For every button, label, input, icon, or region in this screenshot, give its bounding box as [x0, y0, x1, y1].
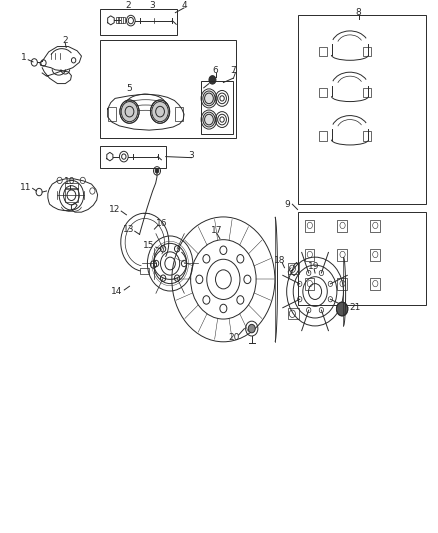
- Bar: [304, 278, 314, 290]
- Text: 12: 12: [110, 205, 121, 214]
- Bar: [297, 15, 426, 204]
- Bar: [175, 107, 183, 120]
- Bar: [100, 10, 177, 35]
- Text: 15: 15: [143, 241, 155, 250]
- Text: 10: 10: [64, 177, 75, 187]
- Bar: [100, 40, 236, 138]
- Text: 13: 13: [123, 225, 134, 234]
- Text: 7: 7: [230, 71, 236, 80]
- Bar: [363, 88, 371, 98]
- Text: 19: 19: [308, 262, 320, 271]
- Text: 14: 14: [111, 287, 122, 296]
- Circle shape: [248, 325, 255, 333]
- Circle shape: [336, 302, 348, 316]
- Circle shape: [152, 102, 168, 122]
- Bar: [201, 81, 233, 134]
- Bar: [370, 249, 380, 261]
- Bar: [363, 46, 371, 56]
- Text: 9: 9: [285, 200, 290, 209]
- Bar: [319, 131, 327, 141]
- Text: 11: 11: [20, 183, 32, 192]
- Text: 7: 7: [230, 67, 236, 75]
- Bar: [337, 249, 347, 261]
- Bar: [288, 263, 299, 274]
- Bar: [363, 131, 371, 141]
- Text: 3: 3: [149, 1, 155, 10]
- Circle shape: [121, 102, 138, 122]
- Circle shape: [155, 169, 159, 173]
- Bar: [100, 146, 166, 168]
- Text: 17: 17: [211, 226, 223, 235]
- Bar: [117, 18, 125, 23]
- Text: 1: 1: [21, 53, 26, 62]
- Text: 21: 21: [350, 303, 361, 312]
- Bar: [141, 268, 149, 274]
- Text: 3: 3: [189, 151, 194, 160]
- Text: 6: 6: [212, 67, 219, 75]
- Text: 16: 16: [155, 219, 167, 228]
- Bar: [65, 188, 78, 201]
- Bar: [297, 212, 426, 305]
- Bar: [288, 309, 299, 319]
- Bar: [370, 220, 380, 232]
- Text: 2: 2: [63, 36, 68, 45]
- Text: 8: 8: [356, 7, 362, 17]
- Text: 2: 2: [125, 1, 131, 10]
- Bar: [65, 183, 78, 189]
- Text: 18: 18: [273, 256, 285, 265]
- Bar: [337, 220, 347, 232]
- Bar: [304, 220, 314, 232]
- Bar: [337, 278, 347, 290]
- Circle shape: [203, 112, 215, 127]
- Bar: [370, 278, 380, 290]
- Bar: [319, 46, 327, 56]
- Text: 5: 5: [127, 84, 132, 93]
- Circle shape: [209, 76, 216, 84]
- Bar: [108, 107, 116, 120]
- Bar: [304, 249, 314, 261]
- Bar: [319, 88, 327, 98]
- Text: 4: 4: [181, 1, 187, 10]
- Text: 20: 20: [229, 333, 240, 342]
- Circle shape: [203, 91, 215, 106]
